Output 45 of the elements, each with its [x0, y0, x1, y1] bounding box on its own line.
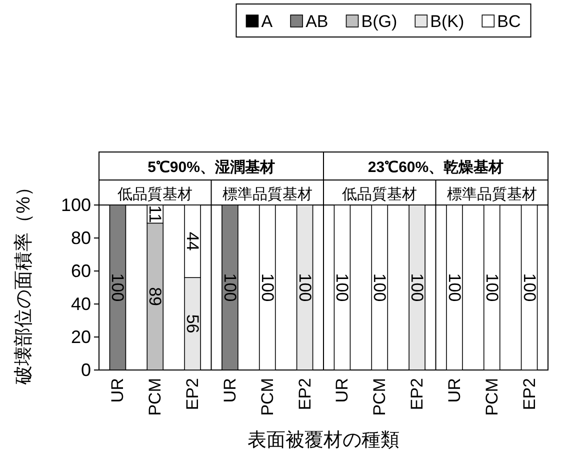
- legend-label: A: [261, 12, 274, 31]
- x-tick-label: PCM: [146, 378, 165, 416]
- y-axis-title: 破壊部位の面積率（%）: [12, 178, 34, 386]
- text: 23℃60%、乾燥基材: [368, 159, 504, 176]
- data-label: 100: [220, 273, 240, 302]
- y-tick-label: 40: [70, 294, 91, 314]
- y-tick-label: 60: [70, 261, 91, 281]
- data-label: 100: [408, 273, 427, 302]
- data-label: 100: [482, 273, 502, 302]
- text: 低品質基材: [342, 186, 418, 203]
- x-tick-label: PCM: [370, 378, 390, 416]
- data-label: 100: [332, 273, 352, 302]
- x-tick-label: EP2: [295, 378, 314, 410]
- x-tick-label: UR: [332, 378, 352, 403]
- y-tick-label: 80: [70, 228, 91, 248]
- data-label: 89: [146, 287, 165, 306]
- data-label: 100: [258, 273, 277, 302]
- legend-label: AB: [306, 12, 328, 31]
- y-tick-label: 0: [80, 360, 91, 380]
- legend-label: B(G): [361, 12, 398, 31]
- x-tick-label: PCM: [258, 378, 277, 416]
- x-tick-label: EP2: [183, 378, 202, 410]
- text: 5℃90%、湿潤基材: [148, 159, 275, 176]
- x-tick-label: EP2: [520, 378, 539, 410]
- data-label: 100: [370, 273, 390, 302]
- y-tick-label: 20: [70, 327, 91, 347]
- data-label: 100: [520, 273, 539, 302]
- x-tick-label: UR: [108, 378, 128, 403]
- legend-label: BC: [497, 12, 521, 31]
- x-tick-label: EP2: [408, 378, 427, 410]
- legend-label: B(K): [430, 12, 464, 31]
- x-axis-title: 表面被覆材の種類: [248, 430, 400, 451]
- data-label: 100: [444, 273, 464, 302]
- text: 標準品質基材: [446, 186, 537, 203]
- text: 標準品質基材: [222, 186, 312, 203]
- data-label: 100: [295, 273, 314, 302]
- data-label: 11: [146, 205, 165, 223]
- data-label: 100: [108, 273, 128, 302]
- y-tick-label: 100: [60, 195, 91, 215]
- data-label: 44: [183, 232, 202, 251]
- x-tick-label: PCM: [482, 378, 502, 416]
- data-label: 56: [183, 314, 202, 334]
- text: 低品質基材: [118, 186, 193, 203]
- x-tick-label: UR: [444, 378, 464, 403]
- x-tick-label: UR: [220, 378, 240, 403]
